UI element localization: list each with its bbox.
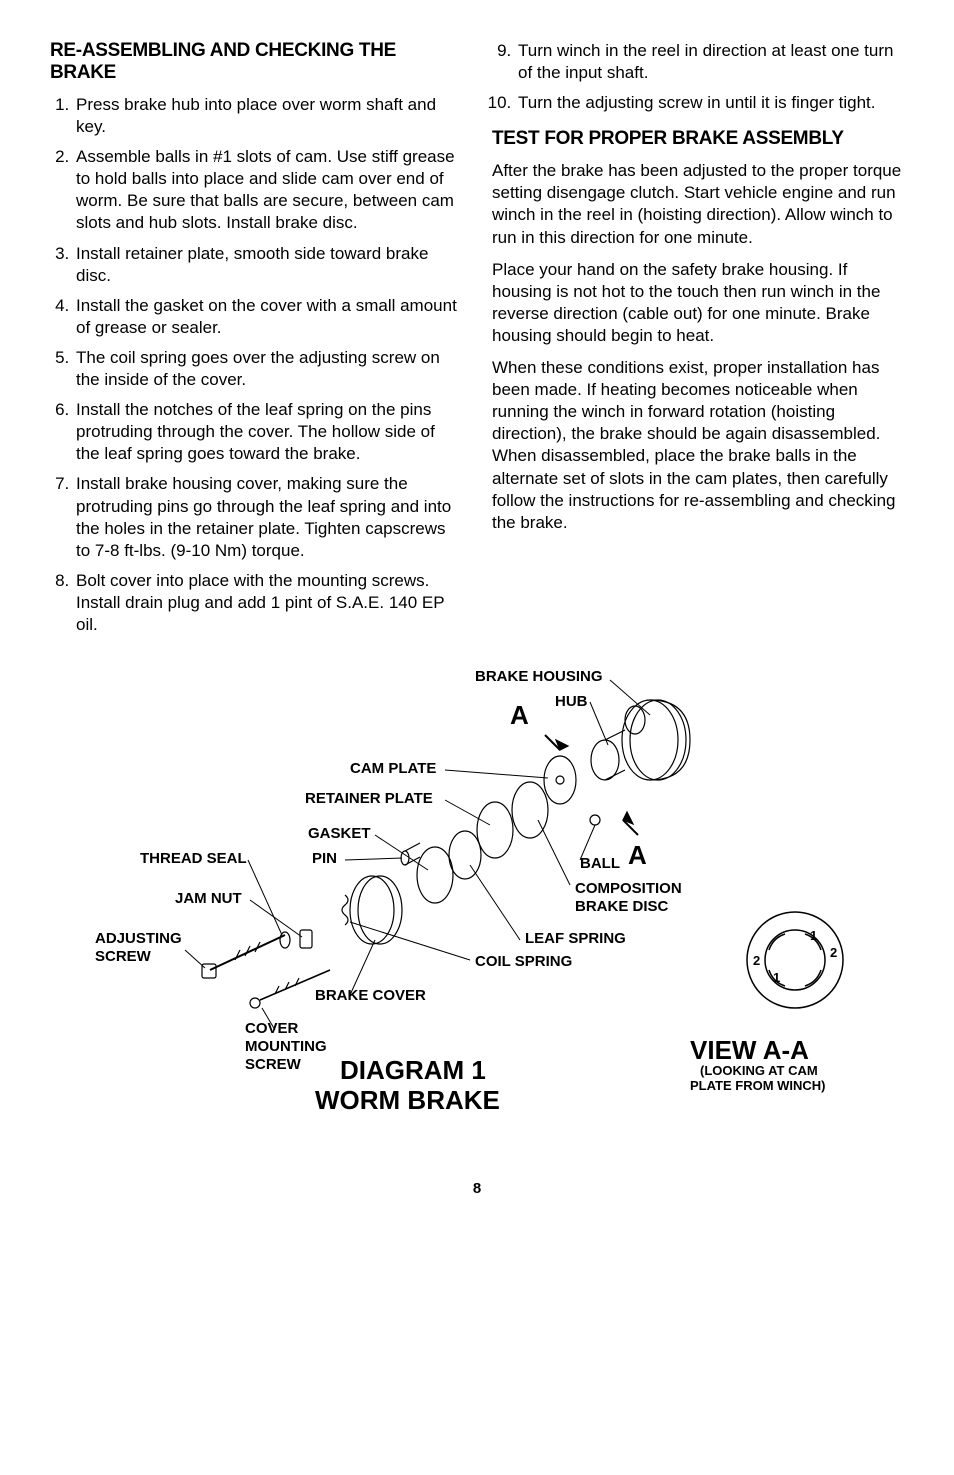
label-diagram1: DIAGRAM 1 [340, 1055, 486, 1086]
label-retainer-plate: RETAINER PLATE [305, 790, 433, 807]
label-looking: (LOOKING AT CAM [700, 1063, 818, 1078]
list-item: Install retainer plate, smooth side towa… [74, 243, 462, 287]
left-heading: RE-ASSEMBLING AND CHECKING THE BRAKE [50, 40, 462, 84]
list-item: Install the notches of the leaf spring o… [74, 399, 462, 465]
list-item: Turn winch in the reel in direction at l… [516, 40, 904, 84]
label-gasket: GASKET [308, 825, 371, 842]
label-cover: COVER [245, 1020, 298, 1037]
label-thread-seal: THREAD SEAL [140, 850, 247, 867]
right-heading: TEST FOR PROPER BRAKE ASSEMBLY [492, 128, 904, 150]
label-pin: PIN [312, 850, 337, 867]
label-a-right: A [628, 840, 647, 871]
paragraph: When these conditions exist, proper inst… [492, 357, 904, 534]
list-item: Assemble balls in #1 slots of cam. Use s… [74, 146, 462, 234]
list-item: Bolt cover into place with the mounting … [74, 570, 462, 636]
view-num-1b: 1 [773, 970, 780, 985]
label-brake-disc: BRAKE DISC [575, 898, 668, 915]
paragraph: Place your hand on the safety brake hous… [492, 259, 904, 347]
list-item: Install brake housing cover, making sure… [74, 473, 462, 561]
label-worm-brake: WORM BRAKE [315, 1085, 500, 1116]
label-leaf-spring: LEAF SPRING [525, 930, 626, 947]
list-item: Press brake hub into place over worm sha… [74, 94, 462, 138]
label-brake-cover: BRAKE COVER [315, 987, 426, 1004]
list-item: Turn the adjusting screw in until it is … [516, 92, 904, 114]
label-brake-housing: BRAKE HOUSING [475, 668, 603, 685]
page-number: 8 [50, 1180, 904, 1197]
view-num-1a: 1 [810, 928, 817, 943]
label-hub: HUB [555, 693, 588, 710]
paragraph: After the brake has been adjusted to the… [492, 160, 904, 248]
worm-brake-diagram: BRAKE HOUSING HUB A CAM PLATE RETAINER P… [50, 660, 904, 1160]
label-screw: SCREW [95, 948, 151, 965]
view-num-2a: 2 [830, 945, 837, 960]
left-list: Press brake hub into place over worm sha… [50, 94, 462, 636]
list-item: Install the gasket on the cover with a s… [74, 295, 462, 339]
right-list: Turn winch in the reel in direction at l… [492, 40, 904, 114]
label-ball: BALL [580, 855, 620, 872]
label-plate-from: PLATE FROM WINCH) [690, 1078, 826, 1093]
label-adjusting: ADJUSTING [95, 930, 182, 947]
label-screw2: SCREW [245, 1056, 301, 1073]
list-item: The coil spring goes over the adjusting … [74, 347, 462, 391]
view-num-2b: 2 [753, 953, 760, 968]
label-a-top: A [510, 700, 529, 731]
label-coil-spring: COIL SPRING [475, 953, 572, 970]
label-mounting: MOUNTING [245, 1038, 327, 1055]
label-composition: COMPOSITION [575, 880, 682, 897]
label-view-aa: VIEW A-A [690, 1035, 809, 1066]
label-jam-nut: JAM NUT [175, 890, 242, 907]
label-cam-plate: CAM PLATE [350, 760, 436, 777]
